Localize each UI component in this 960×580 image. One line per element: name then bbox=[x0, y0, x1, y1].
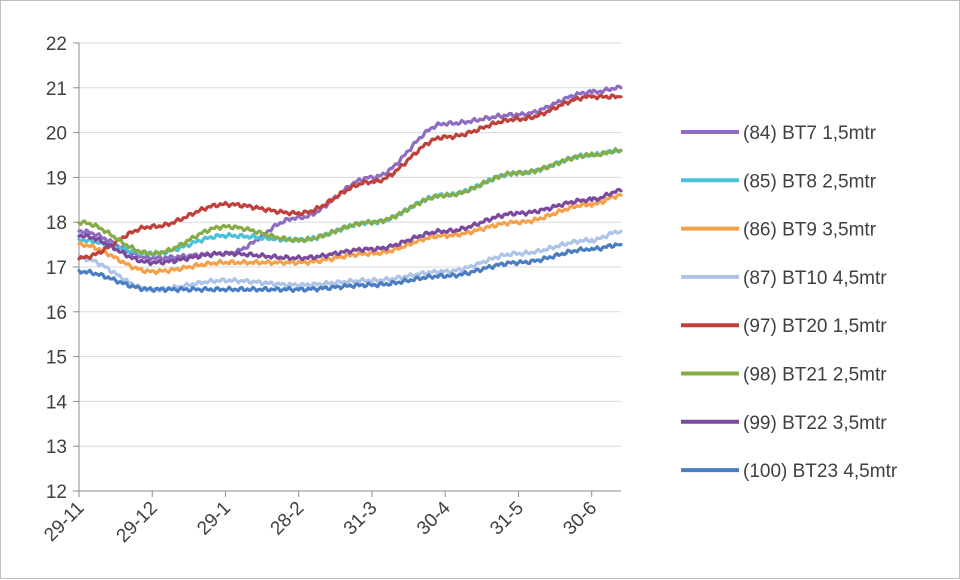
y-tick-label: 17 bbox=[46, 258, 67, 279]
legend-label: (97) BT20 1,5mtr bbox=[743, 316, 887, 337]
legend: (84) BT7 1,5mtr (85) BT8 2,5mtr (86) BT9 3… bbox=[681, 123, 898, 482]
y-tick-label: 21 bbox=[46, 79, 67, 100]
series-line bbox=[77, 242, 623, 294]
y-tick-label: 22 bbox=[46, 34, 67, 55]
y-tick-label: 14 bbox=[46, 392, 68, 413]
x-tick-label: 31-3 bbox=[340, 498, 382, 540]
y-tick-label: 15 bbox=[46, 348, 67, 369]
legend-label: (85) BT8 2,5mtr bbox=[743, 171, 877, 192]
series-line bbox=[77, 93, 623, 261]
gridlines bbox=[79, 42, 621, 447]
x-tick-label: 29-12 bbox=[113, 498, 162, 547]
x-tick-label: 30-4 bbox=[413, 497, 455, 539]
legend-label: (99) BT22 3,5mtr bbox=[743, 413, 887, 434]
y-tick-label: 16 bbox=[46, 303, 67, 324]
series-line bbox=[77, 148, 623, 257]
series-lines bbox=[77, 84, 623, 294]
x-tick-label: 30-6 bbox=[559, 498, 601, 540]
y-tick-label: 13 bbox=[46, 437, 67, 458]
y-tick-label: 19 bbox=[46, 168, 67, 189]
x-tick-label: 28-2 bbox=[267, 498, 309, 540]
legend-label: (98) BT21 2,5mtr bbox=[743, 365, 887, 386]
y-tick-label: 12 bbox=[46, 482, 67, 503]
legend-label: (84) BT7 1,5mtr bbox=[743, 123, 877, 144]
legend-label: (100) BT23 4,5mtr bbox=[743, 461, 898, 482]
y-tick-label: 18 bbox=[46, 213, 67, 234]
series-line bbox=[77, 147, 623, 257]
x-tick-labels: 29-11 29-12 29-1 28-2 31-3 30-4 31-5 30-6 bbox=[40, 497, 601, 547]
axes bbox=[73, 42, 621, 497]
y-tick-labels: 12 13 14 15 16 17 18 19 20 21 22 bbox=[46, 34, 68, 503]
y-tick-label: 20 bbox=[46, 124, 67, 145]
x-tick-label: 31-5 bbox=[486, 498, 528, 540]
x-tick-label: 29-1 bbox=[193, 498, 235, 540]
legend-label: (86) BT9 3,5mtr bbox=[743, 220, 877, 241]
series-line bbox=[77, 192, 623, 276]
series-line bbox=[77, 187, 623, 267]
legend-label: (87) BT10 4,5mtr bbox=[743, 268, 887, 289]
x-tick-label: 29-11 bbox=[40, 498, 88, 546]
